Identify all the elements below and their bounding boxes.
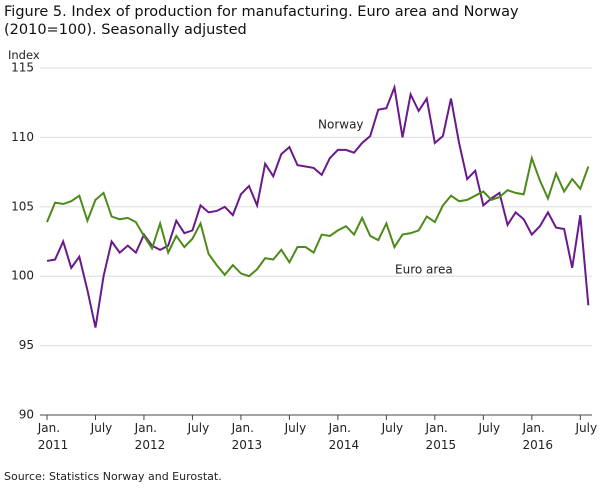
x-tick-label: Jan. 2015: [425, 421, 457, 452]
y-tick-label: 110: [11, 130, 34, 144]
x-tick-label: July: [187, 421, 210, 435]
line-series: [46, 154, 590, 278]
x-tick-label: Jan. 2013: [231, 421, 263, 452]
chart-title: Figure 5. Index of production for manufa…: [4, 4, 519, 38]
y-tick-label: 115: [11, 61, 34, 75]
x-tick-label: Jan. 2012: [134, 421, 166, 452]
series-label: Euro area: [395, 263, 453, 277]
x-tick-label: July: [478, 421, 501, 435]
series-label: Norway: [318, 118, 364, 132]
y-tick-label: 90: [19, 408, 34, 422]
x-tick-label: Jan. 2014: [328, 421, 360, 452]
x-tick-label: July: [90, 421, 113, 435]
y-tick-label: 95: [19, 338, 34, 352]
source: Source: Statistics Norway and Eurostat.: [4, 470, 222, 483]
x-tick-label: Jan. 2016: [522, 421, 554, 452]
x-tick-label: July: [575, 421, 598, 435]
x-tick-label: July: [284, 421, 307, 435]
y-tick-label: 105: [11, 199, 34, 213]
y-axis-label: Index: [8, 48, 40, 62]
x-tick-label: July: [381, 421, 404, 435]
line-series: [46, 83, 590, 328]
y-tick-label: 100: [11, 269, 34, 283]
x-tick-label: Jan. 2011: [37, 421, 69, 452]
